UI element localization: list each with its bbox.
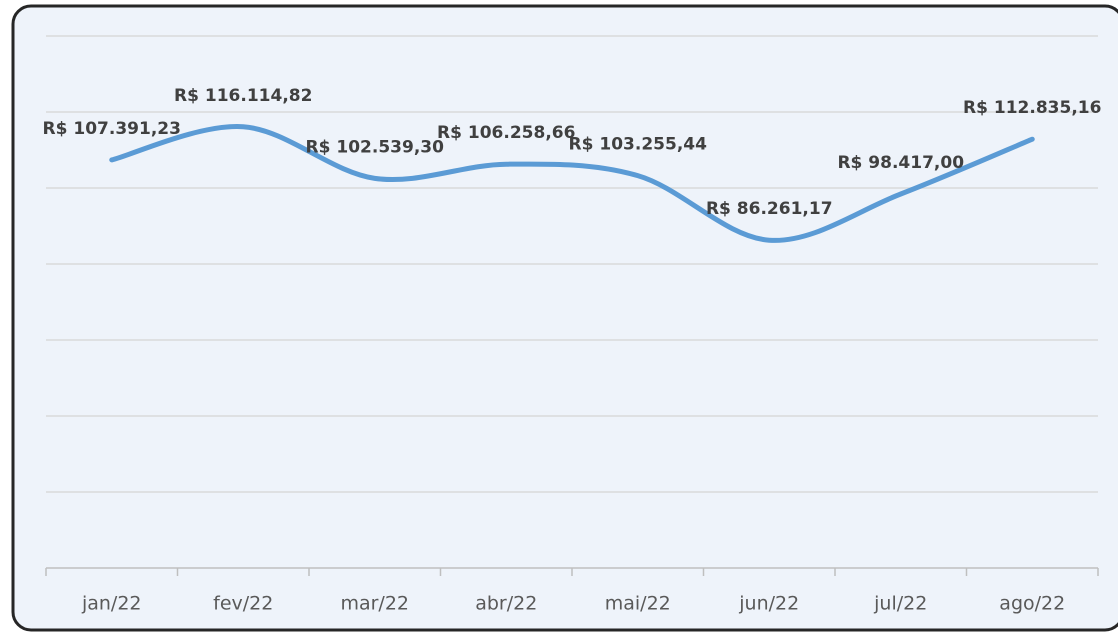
x-tick-label: mar/22 bbox=[340, 593, 409, 615]
data-label: R$ 106.258,66 bbox=[437, 123, 575, 143]
x-tick-label: jan/22 bbox=[81, 593, 142, 615]
x-tick-label: jul/22 bbox=[873, 593, 927, 615]
x-tick-label: abr/22 bbox=[475, 593, 537, 615]
data-label: R$ 98.417,00 bbox=[837, 153, 964, 173]
data-label: R$ 103.255,44 bbox=[569, 135, 708, 155]
x-tick-label: fev/22 bbox=[213, 593, 273, 615]
x-tick-label: jun/22 bbox=[738, 593, 799, 615]
data-label: R$ 112.835,16 bbox=[963, 98, 1101, 118]
data-label: R$ 102.539,30 bbox=[306, 137, 445, 157]
x-tick-label: mai/22 bbox=[605, 593, 671, 615]
chart-frame bbox=[11, 4, 1118, 632]
x-tick-label: ago/22 bbox=[999, 593, 1065, 615]
line bbox=[109, 124, 1035, 243]
data-label: R$ 86.261,17 bbox=[706, 199, 833, 219]
data-label: R$ 116.114,82 bbox=[174, 86, 312, 106]
data-label: R$ 107.391,23 bbox=[43, 119, 181, 139]
